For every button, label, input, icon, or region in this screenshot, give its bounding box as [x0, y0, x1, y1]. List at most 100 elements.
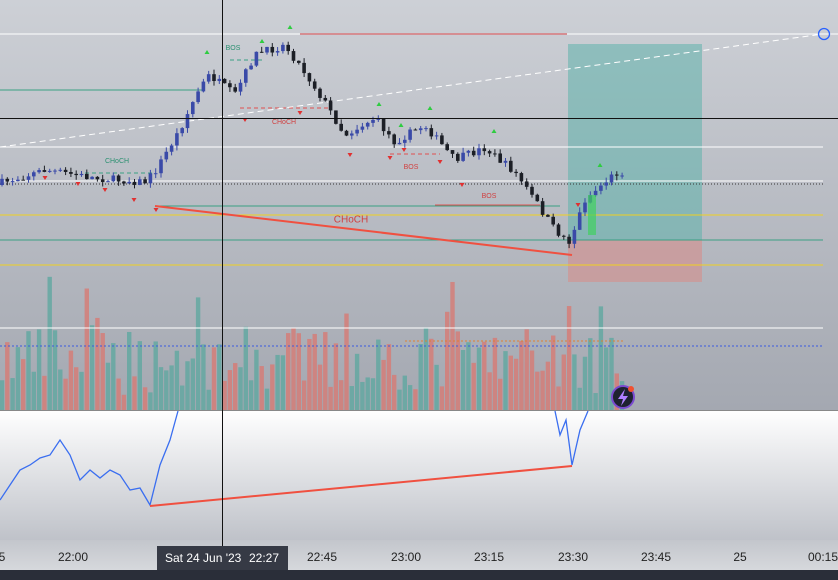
candle-body — [259, 51, 264, 53]
candle-body — [424, 128, 428, 130]
candle-body — [323, 97, 328, 101]
volume-bar — [466, 342, 471, 410]
high-marker — [259, 39, 265, 43]
candle-body — [21, 179, 25, 181]
candle-body — [392, 134, 396, 145]
volume-bar — [95, 317, 100, 410]
volume-bar — [243, 326, 248, 410]
candle-body — [79, 173, 84, 176]
volume-bar — [360, 381, 365, 410]
choch-label: CHoCH — [272, 119, 296, 126]
volume-bar — [604, 347, 609, 410]
high-marker — [597, 163, 603, 167]
candle-body — [418, 128, 423, 131]
time-labels: 5 22:00 22:45 23:00 23:15 23:30 23:45 25 00:15 — [0, 550, 838, 564]
candle-body — [530, 186, 534, 195]
candle-body — [344, 130, 349, 136]
candle-body — [440, 135, 444, 145]
low-marker — [401, 148, 407, 152]
candle-body — [297, 60, 301, 63]
candle-body — [503, 160, 508, 163]
volume-bar — [0, 380, 5, 410]
volume-bar — [445, 311, 450, 410]
bos-label: BOS — [226, 45, 241, 52]
candle-body — [5, 178, 10, 182]
candle-body — [434, 135, 439, 137]
time-label: 22:45 — [307, 550, 337, 564]
volume-bar — [566, 306, 572, 410]
volume-bar — [47, 276, 52, 410]
volume-bar — [482, 341, 487, 410]
candle-body — [69, 172, 73, 174]
candle-body — [334, 110, 338, 124]
volume-bar — [476, 347, 482, 410]
candle-body — [244, 69, 248, 83]
volume-bar — [36, 329, 42, 410]
candle-body — [482, 148, 487, 152]
volume-bar — [206, 389, 211, 410]
low-marker — [459, 183, 465, 187]
candle-body — [413, 129, 418, 131]
volume-bar — [508, 355, 513, 410]
volume-bar — [498, 378, 503, 410]
time-label: 23:30 — [558, 550, 588, 564]
volume-bar — [116, 378, 121, 410]
candle-body — [191, 102, 195, 115]
low-marker — [297, 111, 303, 115]
volume-bar — [153, 341, 158, 410]
volume-bar — [492, 337, 498, 410]
candle-body — [175, 133, 179, 146]
time-label: 23:00 — [391, 550, 421, 564]
low-marker — [437, 160, 443, 164]
oscillator-line — [554, 410, 589, 466]
candle-body — [328, 100, 333, 111]
high-marker — [204, 50, 210, 54]
volume-bar — [307, 338, 312, 410]
volume-bar — [26, 331, 31, 410]
volume-bar — [275, 354, 280, 410]
volume-bar — [254, 349, 259, 410]
candle-body — [222, 78, 227, 84]
time-label: 25 — [733, 550, 747, 564]
candle-body — [217, 78, 222, 82]
volume-bar — [286, 333, 291, 410]
candle-body — [265, 46, 269, 53]
candle-body — [281, 44, 285, 52]
candle-body — [376, 118, 381, 120]
volume-bar — [105, 362, 111, 410]
candle-body — [514, 171, 518, 174]
volume-bar — [185, 361, 190, 410]
volume-bar — [5, 342, 10, 410]
volume-bar — [434, 364, 439, 410]
line-handle[interactable] — [817, 27, 831, 41]
candle-body — [461, 152, 465, 161]
candle-body — [562, 235, 566, 237]
candle-body — [509, 160, 513, 172]
candle-body — [551, 216, 555, 225]
volume-bar — [407, 385, 413, 410]
candle-body — [100, 179, 105, 183]
candle-body — [387, 131, 391, 135]
candle-body — [63, 169, 68, 173]
choch-label: CHoCH — [105, 158, 129, 165]
time-label: 00:15 — [808, 550, 838, 564]
levels — [0, 33, 838, 347]
low-marker — [575, 203, 581, 207]
volume-bar — [551, 335, 556, 410]
volume-bar — [344, 313, 349, 410]
candle-body — [106, 181, 110, 183]
candle-body — [397, 142, 402, 145]
volume-bar — [524, 329, 529, 410]
candle-body — [312, 81, 317, 89]
icon[interactable] — [611, 385, 635, 409]
volume-bar — [201, 344, 206, 410]
volume-bar — [503, 351, 508, 410]
candle-body — [238, 82, 243, 92]
volume-bar — [381, 359, 386, 410]
bos-label: BOS — [482, 193, 497, 200]
candle-body — [153, 173, 158, 175]
volume-bar — [577, 387, 582, 410]
volume-bar — [264, 388, 270, 410]
volume-bar — [529, 350, 535, 410]
low-marker — [131, 198, 137, 202]
